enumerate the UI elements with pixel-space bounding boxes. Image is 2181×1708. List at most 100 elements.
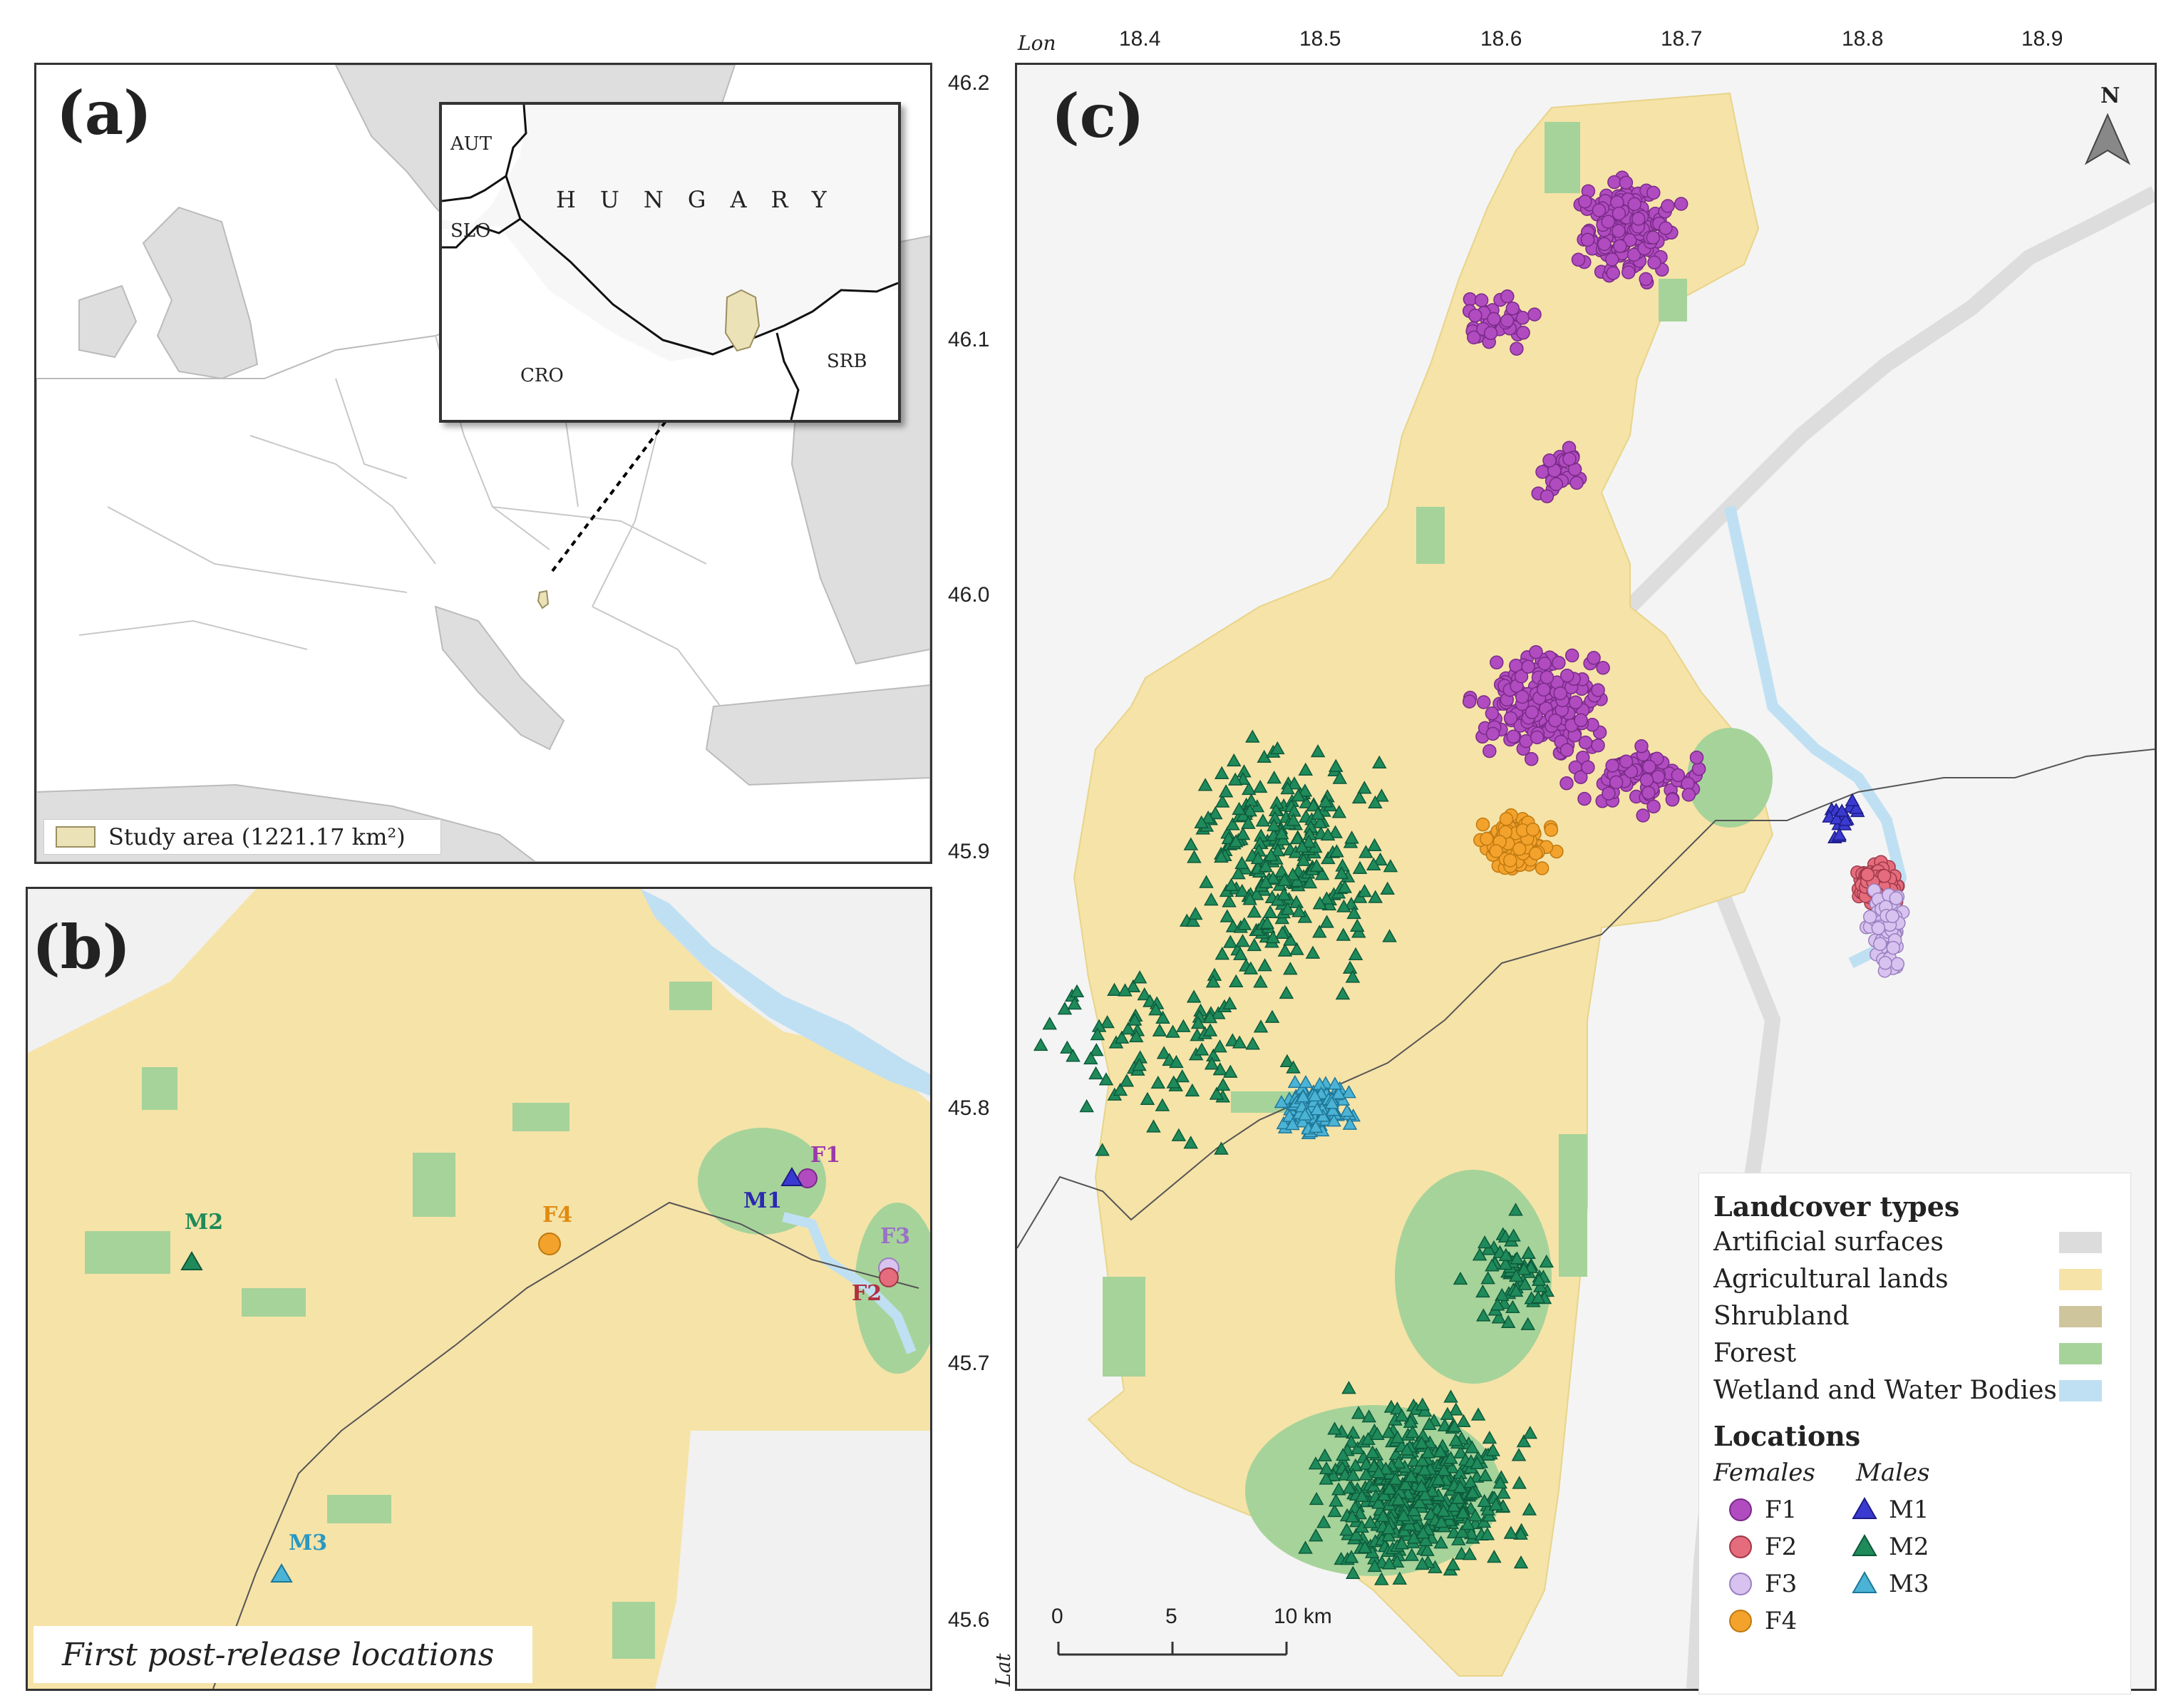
location-point-f1 [1612, 206, 1626, 221]
location-point-m2 [1279, 985, 1294, 999]
location-point-m2 [1231, 866, 1246, 880]
lat-tick: 46.1 [948, 328, 990, 351]
location-point-m2 [1418, 1487, 1433, 1501]
location-point-m2 [1089, 1043, 1104, 1056]
location-point-m2 [1332, 771, 1348, 784]
location-point-m2 [1485, 1258, 1500, 1272]
location-point-m2 [1361, 1409, 1376, 1423]
location-point-m2 [1242, 803, 1258, 817]
legend-m2: M2 [1889, 1533, 1929, 1561]
location-point-m2 [1398, 1477, 1413, 1491]
location-point-m1 [1834, 803, 1850, 817]
location-point-m3 [1331, 1086, 1346, 1100]
location-point-f1 [1674, 197, 1688, 211]
location-point-f3 [1878, 956, 1892, 970]
location-point-m2 [1199, 875, 1214, 888]
location-point-m2 [1204, 892, 1219, 906]
location-point-m1 [1845, 793, 1860, 806]
location-point-m2 [1374, 788, 1389, 802]
location-point-m2 [1202, 1009, 1218, 1024]
location-point-m2 [1252, 779, 1268, 793]
lat-tick: 46.2 [948, 71, 990, 95]
location-point-m2 [1264, 1009, 1280, 1023]
location-point-f1 [1580, 232, 1595, 247]
location-point-m2 [1270, 741, 1285, 755]
location-point-m2 [1088, 1066, 1103, 1080]
location-point-m2 [1391, 1455, 1406, 1469]
location-point-m2 [1446, 1498, 1461, 1512]
location-point-f1 [1619, 754, 1634, 769]
location-point-m2 [1455, 1525, 1470, 1538]
females-label: Females [1713, 1459, 1815, 1487]
location-point-m2 [1345, 1565, 1361, 1580]
country-label-aut: AUT [450, 133, 493, 155]
location-point-f1 [1604, 252, 1619, 267]
location-point-m2 [1234, 883, 1249, 897]
location-point-m2 [1539, 1254, 1554, 1268]
location-point-m2 [1232, 801, 1247, 816]
label-f3: F3 [880, 1224, 911, 1249]
location-point-f1 [1574, 713, 1588, 728]
location-point-m2 [1152, 1023, 1167, 1036]
location-point-m2 [1517, 1277, 1532, 1290]
location-point-m2 [1522, 1426, 1538, 1439]
location-point-m1 [1832, 827, 1847, 841]
location-point-m2 [1354, 1488, 1370, 1503]
location-point-f1 [1596, 661, 1610, 675]
location-point-m2 [1185, 1083, 1200, 1097]
location-point-m2 [1478, 1468, 1493, 1482]
location-point-m3 [1296, 1089, 1311, 1103]
location-point-f1 [1665, 793, 1680, 807]
location-point-m2 [1531, 1272, 1547, 1286]
marker-m2 [180, 1251, 203, 1270]
location-point-m2 [1367, 1558, 1383, 1573]
location-point-m2 [1298, 762, 1314, 776]
location-point-f1 [1578, 194, 1592, 209]
location-point-m2 [1390, 1430, 1406, 1444]
location-point-m2 [1309, 1491, 1324, 1506]
location-point-m2 [1298, 1540, 1313, 1554]
label-m2: M2 [185, 1210, 224, 1235]
location-point-m2 [1348, 1458, 1363, 1471]
location-point-m1 [1849, 801, 1864, 814]
location-point-m2 [1491, 1310, 1507, 1324]
location-point-m2 [1107, 982, 1122, 996]
location-point-f1 [1639, 272, 1653, 287]
location-point-m2 [1352, 860, 1368, 874]
location-point-m2 [1394, 1408, 1410, 1422]
location-point-m2 [1331, 805, 1347, 818]
location-point-m2 [1382, 929, 1397, 942]
country-label-hungary: HUNGARY [556, 186, 851, 213]
location-point-m3 [1341, 1085, 1356, 1099]
location-point-f1 [1621, 265, 1636, 279]
panel-b-label: (b) [32, 912, 131, 982]
location-point-m2 [1297, 783, 1313, 797]
location-point-m2 [1215, 1077, 1231, 1091]
location-point-m2 [1220, 909, 1235, 922]
location-point-f1 [1691, 761, 1706, 776]
location-point-m2 [1403, 1469, 1419, 1483]
location-point-m2 [1327, 1421, 1342, 1435]
location-point-m3 [1324, 1096, 1339, 1109]
lon-tick: 18.7 [1661, 27, 1703, 51]
location-point-m1 [1838, 813, 1853, 826]
location-point-m2 [1464, 1440, 1480, 1454]
lon-axis-name: Lon [1018, 31, 1056, 55]
legend-f1: F1 [1765, 1496, 1798, 1524]
location-point-m2 [1399, 1442, 1415, 1456]
landcover-title: Landcover types [1713, 1190, 1960, 1223]
location-point-m2 [1291, 788, 1306, 802]
location-point-f1 [1559, 743, 1574, 758]
location-point-m2 [1308, 1528, 1324, 1542]
location-point-f1 [1530, 730, 1545, 745]
location-point-m2 [1255, 813, 1271, 827]
label-f1: F1 [810, 1143, 841, 1168]
location-point-m2 [1132, 970, 1148, 984]
location-point-m2 [1236, 808, 1251, 822]
location-point-m2 [1404, 1548, 1420, 1561]
north-label: N [2100, 83, 2120, 108]
location-point-m2 [1247, 904, 1262, 918]
location-point-m2 [1242, 892, 1257, 905]
location-point-f1 [1612, 224, 1626, 238]
location-point-f1 [1553, 686, 1567, 701]
